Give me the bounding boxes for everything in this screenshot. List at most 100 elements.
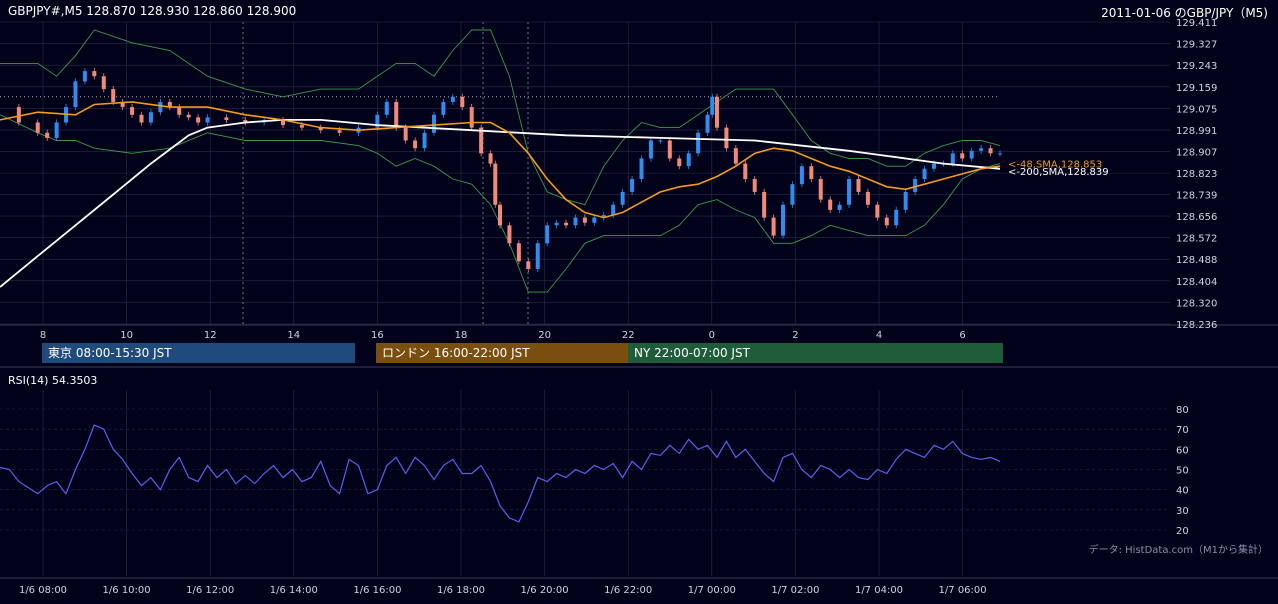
price-x-tick-label: 12: [204, 330, 217, 341]
price-x-tick-label: 0: [709, 330, 715, 341]
candle-body: [281, 119, 286, 126]
candle-body: [177, 107, 182, 115]
candle-body: [630, 179, 635, 192]
candle-body: [733, 148, 738, 164]
price-y-tick-label: 129.159: [1176, 83, 1217, 94]
candle-body: [488, 153, 493, 164]
time-x-tick-label: 1/6 16:00: [353, 585, 401, 596]
candle-body: [705, 114, 710, 133]
price-x-tick-label: 6: [959, 330, 965, 341]
data-credit: データ: HistData.com（M1から集計）: [1088, 545, 1268, 556]
candle-body: [818, 179, 823, 200]
candle-body: [564, 222, 569, 226]
rsi-y-tick-label: 80: [1176, 405, 1189, 416]
candle-body: [790, 184, 795, 205]
candle-body: [611, 204, 616, 216]
candle-body: [922, 168, 927, 180]
price-y-tick-label: 128.739: [1176, 191, 1217, 202]
candle-body: [724, 127, 729, 149]
price-x-tick-label: 2: [792, 330, 798, 341]
candle-body: [960, 153, 965, 159]
time-x-tick-label: 1/6 22:00: [604, 585, 652, 596]
candle-body: [648, 140, 653, 159]
candle-body: [82, 71, 87, 82]
session-bar-london: ロンドン 16:00-22:00 JST: [376, 343, 628, 363]
candle-body: [403, 127, 408, 141]
time-x-tick-label: 1/6 12:00: [186, 585, 234, 596]
candle-body: [865, 191, 870, 205]
candle-body: [224, 117, 229, 120]
candle-body: [950, 153, 955, 164]
candle-body: [658, 140, 663, 142]
candle-body: [847, 179, 852, 205]
sma48-line: [0, 101, 1001, 219]
candle-body: [903, 191, 908, 210]
price-x-tick-label: 4: [876, 330, 882, 341]
candle-body: [450, 96, 455, 102]
bollinger-upper-line: [0, 29, 1001, 206]
price-y-tick-label: 129.243: [1176, 61, 1217, 72]
rsi-y-tick-label: 50: [1176, 466, 1189, 477]
price-y-tick-label: 128.488: [1176, 255, 1217, 266]
candle-body: [667, 140, 672, 159]
time-x-tick-label: 1/7 04:00: [855, 585, 903, 596]
price-y-tick-label: 128.572: [1176, 234, 1217, 245]
candle-body: [998, 153, 1002, 155]
rsi-y-tick-label: 30: [1176, 506, 1189, 517]
candle-body: [677, 158, 682, 167]
candle-body: [413, 140, 418, 149]
candle-body: [535, 243, 540, 269]
price-x-tick-label: 10: [120, 330, 133, 341]
price-y-tick-label: 128.907: [1176, 148, 1217, 159]
candle-body: [714, 96, 719, 128]
candle-body: [441, 101, 446, 115]
candle-body: [431, 114, 436, 133]
candle-body: [158, 101, 163, 113]
price-x-tick-label: 14: [287, 330, 300, 341]
candle-body: [809, 166, 814, 180]
candle-body: [573, 217, 578, 226]
candle-body: [394, 101, 399, 128]
rsi-y-tick-label: 60: [1176, 445, 1189, 456]
price-y-tick-label: 128.404: [1176, 277, 1217, 288]
candle-body: [601, 215, 606, 218]
candle-body: [979, 148, 984, 151]
sma200-annotation: <-200,SMA,128.839: [1008, 167, 1109, 178]
candle-body: [337, 130, 342, 133]
rsi-label: RSI(14) 54.3503: [8, 374, 98, 387]
candle-body: [299, 125, 304, 128]
candle-body: [130, 107, 135, 115]
time-x-tick-label: 1/7 02:00: [771, 585, 819, 596]
candle-body: [710, 96, 715, 115]
candle-body: [205, 117, 210, 123]
candle-body: [139, 114, 144, 123]
price-x-tick-label: 16: [371, 330, 384, 341]
price-y-tick-label: 129.075: [1176, 104, 1217, 115]
candle-body: [762, 191, 767, 218]
candle-body: [384, 101, 389, 115]
candle-body: [73, 81, 78, 108]
price-x-tick-label: 18: [455, 330, 468, 341]
price-y-tick-label: 128.236: [1176, 320, 1217, 331]
candle-body: [554, 222, 559, 226]
price-x-tick-label: 8: [40, 330, 46, 341]
candle-body: [875, 204, 880, 218]
time-x-tick-label: 1/6 20:00: [521, 585, 569, 596]
candle-body: [92, 71, 97, 77]
candle-body: [493, 163, 498, 205]
candle-body: [545, 225, 550, 244]
candle-body: [781, 204, 786, 236]
candle-body: [639, 158, 644, 180]
price-x-tick-label: 20: [538, 330, 551, 341]
symbol-quote-header: GBPJPY#,M5 128.870 128.930 128.860 128.9…: [8, 4, 297, 18]
price-y-tick-label: 128.656: [1176, 212, 1217, 223]
candle-body: [45, 132, 50, 138]
candle-body: [752, 179, 757, 192]
price-y-tick-label: 128.320: [1176, 298, 1217, 309]
candle-body: [148, 112, 153, 123]
candle-body: [498, 204, 502, 226]
candle-body: [507, 225, 512, 244]
rsi-line: [0, 424, 1001, 523]
candle-body: [931, 163, 936, 169]
